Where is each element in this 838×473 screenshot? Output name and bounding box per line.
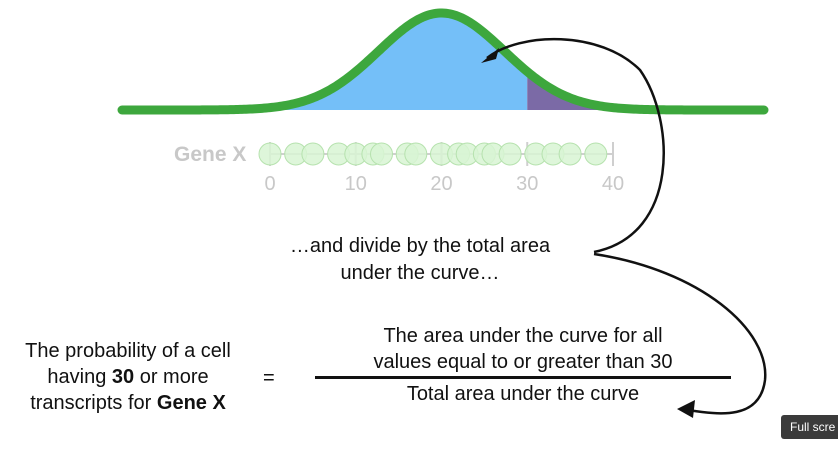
probability-line-1: The probability of a cell [25, 340, 231, 362]
gene-label: Gene X [174, 143, 246, 166]
threshold-value: 30 [111, 366, 135, 388]
arrow-to-area [486, 37, 665, 254]
data-point [301, 142, 325, 166]
caption-line-2: under the curve… [340, 262, 500, 284]
data-point [370, 142, 393, 166]
fullscreen-button[interactable]: Full scre [781, 415, 838, 439]
equals-sign: = [263, 367, 275, 389]
data-point [258, 142, 282, 166]
data-point [584, 142, 608, 166]
caption-line-1: …and divide by the total area [289, 235, 551, 257]
fraction-denominator: Total area under the curve [406, 383, 640, 405]
data-points [258, 142, 608, 166]
axis-tick-label: 10 [345, 173, 367, 195]
numerator-line-1: The area under the curve for all [383, 325, 663, 347]
data-point [404, 142, 428, 166]
gene-name: Gene X [156, 392, 226, 414]
probability-line-2: having 30 or more [4, 364, 252, 390]
area-caption: …and divide by the total area under the … [250, 233, 590, 287]
fraction-bar [315, 376, 731, 379]
probability-statement: The probability of a cell having 30 or m… [4, 338, 252, 416]
probability-line-2-end: or more [134, 366, 209, 388]
arrowhead-area-icon [481, 48, 499, 63]
numerator-line-2: values equal to or greater than 30 [373, 351, 673, 373]
arrow-to-denominator [593, 252, 767, 415]
probability-line-3-start: transcripts for [30, 392, 157, 414]
axis-tick-label: 0 [264, 173, 275, 195]
axis-tick-labels: 0 10 20 30 40 [264, 173, 624, 195]
area-below-threshold [122, 13, 528, 110]
axis-tick-label: 40 [602, 173, 624, 195]
axis-tick-label: 30 [516, 173, 538, 195]
probability-line-2-start: having [47, 366, 112, 388]
axis-tick-label: 20 [430, 173, 452, 195]
fraction-numerator: The area under the curve for all values … [318, 323, 728, 375]
data-point [498, 142, 522, 166]
data-point [558, 142, 582, 166]
arrowhead-denominator-icon [677, 400, 695, 418]
area-above-threshold [527, 71, 765, 110]
probability-line-3: transcripts for Gene X [4, 390, 252, 416]
